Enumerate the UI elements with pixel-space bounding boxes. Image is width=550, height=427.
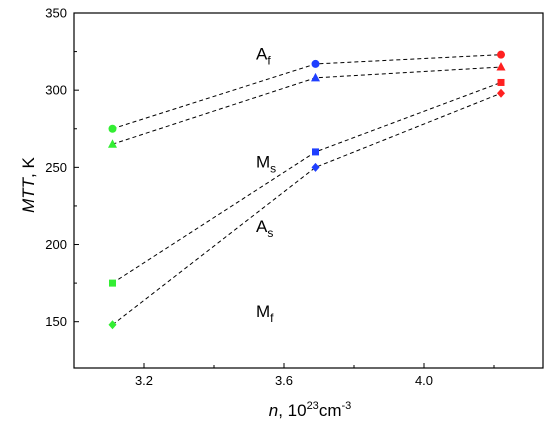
series-label: Af	[256, 44, 271, 67]
y-axis-title: MTT, K	[19, 156, 38, 212]
y-axis-symbol: MTT	[19, 176, 38, 213]
x-tick-label: 4.0	[415, 373, 433, 388]
data-point	[497, 88, 505, 98]
x-axis-unit-exponent: -3	[341, 400, 351, 412]
x-axis-symbol: n	[269, 401, 278, 420]
series-label-main: A	[256, 44, 268, 63]
x-axis-exponent: 23	[307, 400, 319, 412]
series-label: Ms	[256, 152, 276, 175]
y-axis: 150 200 250 300 350	[45, 6, 79, 329]
data-points	[108, 50, 506, 330]
y-tick-label: 350	[45, 6, 67, 21]
x-tick-label: 3.2	[135, 373, 153, 388]
series-label-sub: s	[267, 226, 273, 240]
series-label-sub: s	[270, 161, 276, 175]
series-line	[112, 54, 502, 130]
data-point	[311, 72, 320, 82]
y-tick-label: 300	[45, 83, 67, 98]
series-line	[112, 81, 502, 284]
y-tick-label: 200	[45, 237, 67, 252]
series-lines	[112, 54, 502, 326]
series-label: As	[256, 217, 273, 240]
series-line	[112, 92, 502, 326]
data-point	[108, 124, 117, 133]
plot-area	[73, 12, 544, 369]
series-label-main: A	[256, 217, 268, 236]
series-label-sub: f	[267, 53, 271, 67]
series-label-sub: f	[270, 311, 274, 325]
data-point	[312, 148, 319, 156]
data-point	[497, 50, 505, 59]
y-axis-unit: , K	[19, 156, 38, 177]
data-point	[311, 59, 320, 68]
data-point	[496, 62, 506, 71]
x-tick-label: 3.6	[275, 373, 293, 388]
series-label: Mf	[256, 302, 274, 325]
x-axis: 3.2 3.6 4.0	[73, 363, 495, 388]
data-point	[108, 320, 117, 330]
data-point	[109, 279, 116, 287]
y-tick-label: 250	[45, 160, 67, 175]
x-axis-title: n, 1023cm-3	[269, 400, 352, 420]
series-line	[112, 66, 502, 145]
data-point	[108, 139, 117, 148]
y-tick-label: 150	[45, 314, 67, 329]
x-axis-text: , 10	[278, 401, 306, 420]
series-label-main: M	[256, 302, 270, 321]
data-point	[311, 162, 320, 172]
series-label-main: M	[256, 152, 270, 171]
x-axis-unit: cm	[319, 401, 342, 420]
data-point	[497, 78, 505, 86]
